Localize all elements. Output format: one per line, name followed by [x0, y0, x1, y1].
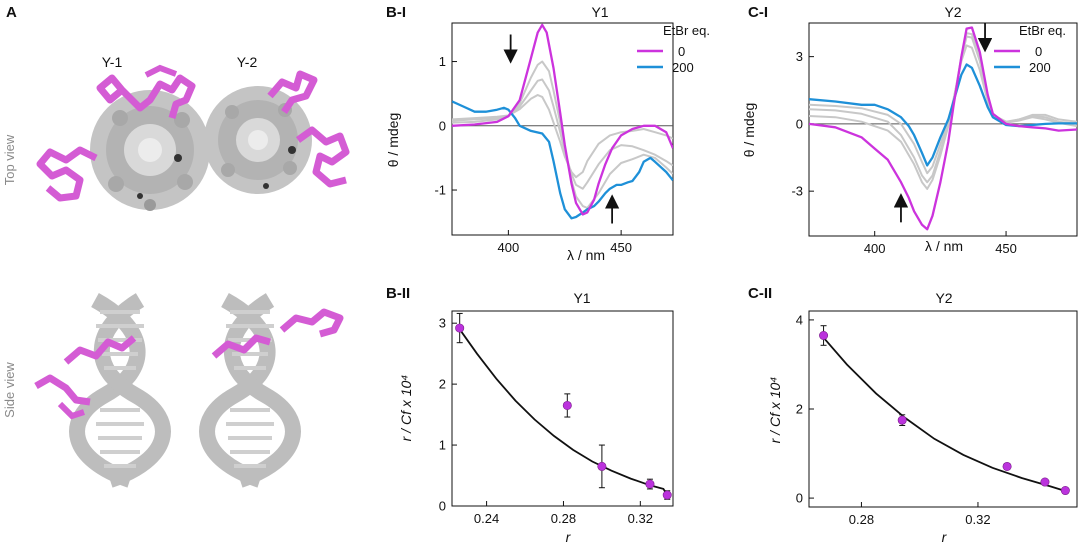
c-ii-data-point-3 — [1040, 477, 1050, 487]
b-i-ytick-label: 1 — [439, 54, 446, 69]
chart-c-i-xlabel: λ / nm — [925, 238, 963, 254]
panel-c-i-label: C-I — [748, 4, 768, 21]
c-ii-data-point-1 — [897, 415, 907, 425]
c-ii-data-point-0 — [819, 330, 829, 340]
c-i-ytick-label: -3 — [791, 184, 803, 199]
panel-a-row1-label: Top view — [2, 134, 17, 185]
side-view-y1-render — [34, 292, 171, 488]
c-i-ytick-label: 3 — [796, 49, 803, 64]
chart-c-ii-title: Y2 — [935, 290, 952, 306]
b-i-series-0 — [452, 23, 673, 216]
top-view-y2-render — [204, 70, 350, 194]
b-i-xtick-label: 400 — [498, 240, 520, 255]
c-ii-fit-curve — [822, 337, 1066, 492]
c-ii-data-point-2 — [1002, 461, 1012, 471]
chart-b-i-legend: EtBr eq. 0 200 — [637, 23, 710, 75]
chart-c-i-legend-title: EtBr eq. — [1019, 23, 1066, 38]
chart-c-i-legend-entry-0: 0 — [1035, 44, 1042, 59]
b-ii-data-point-1 — [562, 400, 572, 410]
chart-c-i: C-I Y2 λ / nm θ / mdeg 400 450 3 0 -3 EtBr e… — [741, 4, 1078, 256]
b-ii-data-point-2 — [597, 461, 607, 471]
panel-c-ii-label: C-II — [748, 285, 772, 302]
panel-a-label: A — [6, 4, 17, 21]
c-ii-xtick-label: 0.32 — [965, 512, 990, 527]
chart-b-ii-title: Y1 — [573, 290, 590, 306]
c-i-ytick-label: 0 — [796, 116, 803, 131]
chart-b-i-legend-title: EtBr eq. — [663, 23, 710, 38]
chart-c-ii-xlabel: r — [942, 529, 948, 545]
b-ii-xtick-label: 0.24 — [474, 511, 499, 526]
b-i-plot-frame — [451, 22, 674, 236]
chart-c-ii-ylabel: r / Cf x 10⁴ — [767, 377, 783, 444]
panel-b-ii-label: B-II — [386, 285, 410, 302]
b-ii-data-point-4 — [662, 490, 672, 500]
c-i-xtick-label: 450 — [995, 241, 1017, 256]
b-i-xtick-label: 450 — [610, 240, 632, 255]
chart-c-i-ylabel: θ / mdeg — [741, 103, 757, 157]
chart-c-i-title: Y2 — [944, 4, 961, 20]
side-view-y2-render — [199, 292, 344, 488]
b-ii-ytick-label: 2 — [439, 377, 446, 392]
c-i-xtick-label: 400 — [864, 241, 886, 256]
c-ii-ytick-label: 0 — [796, 491, 803, 506]
chart-b-i-legend-entry-1: 200 — [672, 60, 694, 75]
chart-b-ii-xlabel: r — [566, 529, 572, 545]
chart-c-ii: C-II Y2 r r / Cf x 10⁴ 0.28 0.32 4 2 0 — [748, 285, 1078, 545]
panel-a-col1-label: Y-1 — [102, 54, 123, 70]
b-ii-xtick-label: 0.32 — [628, 511, 653, 526]
chart-c-i-legend-entry-1: 200 — [1029, 60, 1051, 75]
c-i-series-0 — [809, 26, 1077, 231]
c-ii-ytick-label: 2 — [796, 402, 803, 417]
panel-a-col2-label: Y-2 — [237, 54, 258, 70]
b-ii-ytick-label: 0 — [439, 499, 446, 514]
chart-b-i: B-I Y1 λ / nm θ / mdeg 400 450 1 0 -1 EtBr e… — [385, 4, 710, 263]
top-view-y1-render — [36, 64, 210, 211]
b-ii-data-point-0 — [455, 323, 465, 333]
b-ii-fit-curve — [458, 328, 668, 496]
chart-b-ii-ylabel: r / Cf x 10⁴ — [398, 375, 414, 442]
chart-b-ii: B-II Y1 r r / Cf x 10⁴ 0.24 0.28 0.32 3 2 1 0 — [386, 285, 674, 545]
panel-a-row2-label: Side view — [2, 362, 17, 418]
b-ii-ytick-label: 3 — [439, 316, 446, 331]
chart-b-i-legend-entry-0: 0 — [678, 44, 685, 59]
chart-b-i-xlabel: λ / nm — [567, 247, 605, 263]
c-ii-ytick-label: 4 — [796, 312, 803, 327]
chart-b-i-ylabel: θ / mdeg — [385, 113, 401, 167]
chart-b-i-title: Y1 — [591, 4, 608, 20]
b-ii-ytick-label: 1 — [439, 438, 446, 453]
chart-c-i-legend: EtBr eq. 0 200 — [994, 23, 1066, 75]
b-ii-xtick-label: 0.28 — [551, 511, 576, 526]
c-ii-plot-frame — [808, 310, 1078, 508]
b-i-ytick-label: -1 — [434, 183, 446, 198]
b-ii-data-point-3 — [645, 479, 655, 489]
c-ii-xtick-label: 0.28 — [849, 512, 874, 527]
c-ii-data-point-4 — [1060, 486, 1070, 496]
b-i-series-200 — [452, 100, 673, 220]
b-i-ytick-label: 0 — [439, 118, 446, 133]
panel-b-i-label: B-I — [386, 4, 406, 21]
b-ii-plot-frame — [451, 310, 674, 507]
